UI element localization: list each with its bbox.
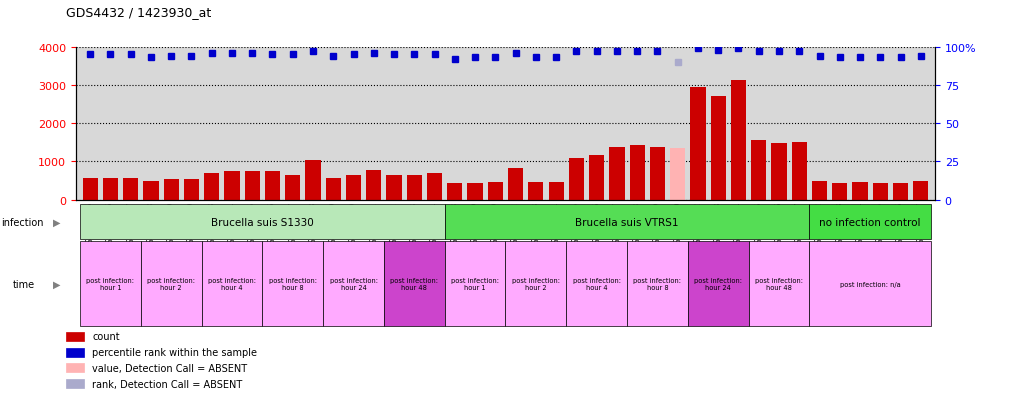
- Bar: [467, 183, 482, 200]
- Text: post infection:
hour 2: post infection: hour 2: [147, 277, 196, 291]
- Bar: [752, 141, 767, 200]
- Bar: [124, 179, 138, 200]
- Text: post infection:
hour 8: post infection: hour 8: [633, 277, 682, 291]
- Bar: [326, 178, 340, 200]
- Text: value, Detection Call = ABSENT: value, Detection Call = ABSENT: [92, 363, 247, 373]
- Bar: [914, 182, 929, 200]
- Bar: [306, 161, 320, 200]
- Bar: [549, 183, 564, 200]
- Text: GDS4432 / 1423930_at: GDS4432 / 1423930_at: [66, 6, 211, 19]
- Bar: [610, 148, 624, 200]
- Bar: [225, 171, 239, 200]
- Text: post infection:
hour 4: post infection: hour 4: [208, 277, 256, 291]
- Bar: [205, 173, 219, 200]
- Text: post infection:
hour 8: post infection: hour 8: [268, 277, 317, 291]
- Bar: [812, 182, 828, 200]
- Bar: [83, 178, 97, 200]
- Bar: [264, 172, 280, 200]
- Bar: [286, 175, 300, 200]
- Text: time: time: [13, 279, 35, 289]
- Text: rank, Detection Call = ABSENT: rank, Detection Call = ABSENT: [92, 379, 242, 389]
- Bar: [387, 176, 401, 200]
- Text: Brucella suis S1330: Brucella suis S1330: [211, 217, 314, 227]
- Bar: [488, 183, 502, 200]
- Bar: [407, 176, 421, 200]
- Text: post infection:
hour 48: post infection: hour 48: [755, 277, 803, 291]
- Bar: [367, 171, 381, 200]
- Bar: [164, 180, 179, 200]
- Bar: [731, 81, 747, 200]
- Text: ▶: ▶: [53, 279, 60, 289]
- Text: post infection:
hour 48: post infection: hour 48: [390, 277, 439, 291]
- Bar: [144, 182, 158, 200]
- Bar: [772, 144, 787, 200]
- Bar: [671, 149, 685, 200]
- Text: post infection: n/a: post infection: n/a: [840, 281, 901, 287]
- Bar: [448, 184, 462, 200]
- Bar: [245, 171, 259, 200]
- Bar: [103, 178, 118, 200]
- Text: post infection:
hour 24: post infection: hour 24: [694, 277, 743, 291]
- Text: post infection:
hour 1: post infection: hour 1: [86, 277, 135, 291]
- Bar: [590, 155, 604, 200]
- Text: infection: infection: [1, 217, 44, 227]
- Bar: [691, 88, 706, 200]
- Text: post infection:
hour 2: post infection: hour 2: [512, 277, 560, 291]
- Bar: [346, 176, 362, 200]
- Bar: [873, 184, 887, 200]
- Bar: [569, 158, 585, 200]
- Bar: [893, 183, 909, 200]
- Bar: [792, 143, 807, 200]
- Bar: [427, 173, 442, 200]
- Bar: [853, 183, 867, 200]
- Bar: [529, 183, 544, 200]
- Text: ▶: ▶: [53, 217, 60, 227]
- Text: post infection:
hour 1: post infection: hour 1: [451, 277, 499, 291]
- Bar: [184, 180, 199, 200]
- Bar: [508, 169, 523, 200]
- Text: Brucella suis VTRS1: Brucella suis VTRS1: [575, 217, 679, 227]
- Text: post infection:
hour 4: post infection: hour 4: [572, 277, 621, 291]
- Text: no infection control: no infection control: [820, 217, 921, 227]
- Bar: [833, 183, 847, 200]
- Bar: [630, 146, 645, 200]
- Bar: [650, 147, 666, 200]
- Bar: [711, 96, 726, 200]
- Text: post infection:
hour 24: post infection: hour 24: [329, 277, 378, 291]
- Text: percentile rank within the sample: percentile rank within the sample: [92, 347, 257, 357]
- Text: count: count: [92, 332, 120, 342]
